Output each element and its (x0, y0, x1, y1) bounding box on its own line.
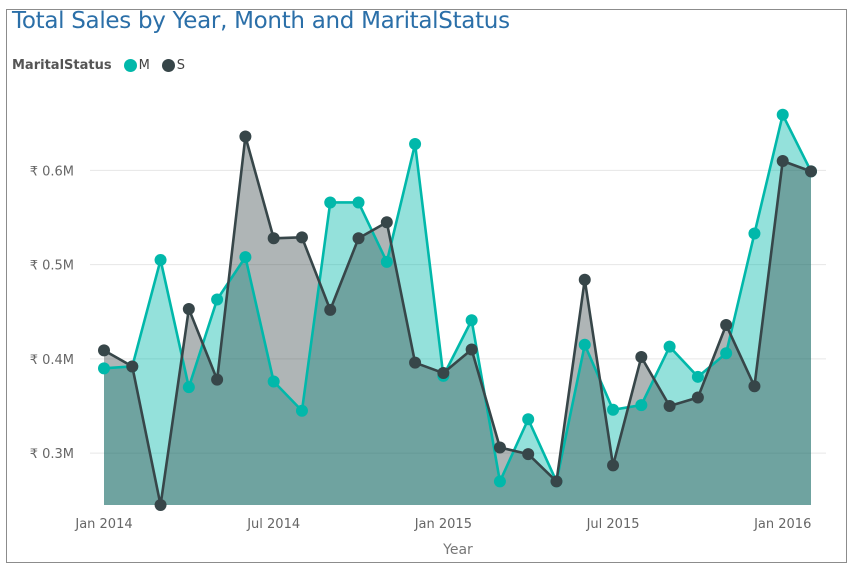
data-point-s (352, 232, 365, 245)
x-axis-title: Year (442, 542, 473, 558)
data-point-s (635, 351, 648, 364)
legend-marker-m (123, 59, 137, 72)
data-point-s (295, 231, 308, 244)
data-point-s (522, 448, 535, 461)
data-point-s (578, 273, 591, 286)
area-s (104, 136, 811, 506)
data-point-s (607, 459, 620, 472)
data-point-m (324, 196, 337, 209)
data-point-m (465, 314, 478, 327)
data-point-s (437, 367, 450, 380)
data-point-s (720, 318, 733, 331)
y-tick-label: ₹ 0.3M (30, 447, 74, 462)
data-point-m (154, 253, 167, 266)
y-tick-label: ₹ 0.5M (30, 259, 74, 274)
data-point-m (691, 370, 704, 383)
data-point-s (211, 373, 224, 386)
data-point-m (522, 413, 535, 426)
data-point-s (324, 303, 337, 316)
legend-label-s: S (176, 58, 186, 73)
data-point-s (380, 216, 393, 229)
data-point-m (98, 362, 110, 375)
data-point-m (663, 340, 676, 353)
legend-item-s[interactable]: S (161, 58, 186, 73)
data-point-s (550, 475, 563, 488)
data-point-m (211, 293, 224, 306)
data-point-m (409, 138, 422, 151)
legend-title: MaritalStatus (12, 58, 112, 73)
legend-marker-s (161, 59, 175, 72)
data-point-m (352, 196, 365, 209)
data-point-s (182, 302, 195, 315)
x-tick-label: Jan 2015 (414, 517, 472, 532)
data-point-s (691, 391, 704, 404)
data-point-m (720, 347, 733, 360)
data-point-m (635, 399, 648, 412)
series-line-m (103, 113, 813, 483)
data-point-s (409, 356, 422, 369)
data-point-s (493, 441, 506, 454)
data-point-s (98, 344, 110, 357)
y-tick-label: ₹ 0.6M (30, 164, 74, 179)
data-point-s (465, 343, 478, 356)
data-point-m (380, 255, 393, 268)
x-tick-label: Jan 2016 (753, 517, 811, 532)
data-point-m (239, 251, 252, 264)
data-point-m (607, 403, 620, 416)
y-tick-label: ₹ 0.4M (30, 353, 74, 368)
data-point-m (267, 375, 280, 388)
data-point-s (239, 130, 252, 143)
data-point-s (126, 360, 139, 373)
data-point-m (776, 108, 789, 121)
data-point-m (182, 381, 195, 394)
data-point-m (578, 338, 591, 351)
chart-title: Total Sales by Year, Month and MaritalSt… (12, 8, 510, 34)
x-tick-label: Jan 2014 (74, 517, 132, 532)
legend-label-m: M (138, 58, 150, 73)
data-point-m (748, 227, 761, 240)
data-point-m (295, 404, 308, 417)
data-point-s (805, 165, 817, 178)
data-point-s (154, 499, 167, 511)
data-point-s (267, 232, 280, 245)
legend: MaritalStatus M S (12, 58, 191, 73)
data-point-m (493, 475, 506, 488)
x-tick-label: Jul 2014 (246, 517, 300, 532)
chart-frame (6, 9, 847, 563)
data-point-s (748, 380, 761, 393)
data-point-s (776, 154, 789, 167)
data-point-s (663, 400, 676, 413)
legend-item-m[interactable]: M (123, 58, 150, 73)
x-tick-label: Jul 2015 (586, 517, 640, 532)
